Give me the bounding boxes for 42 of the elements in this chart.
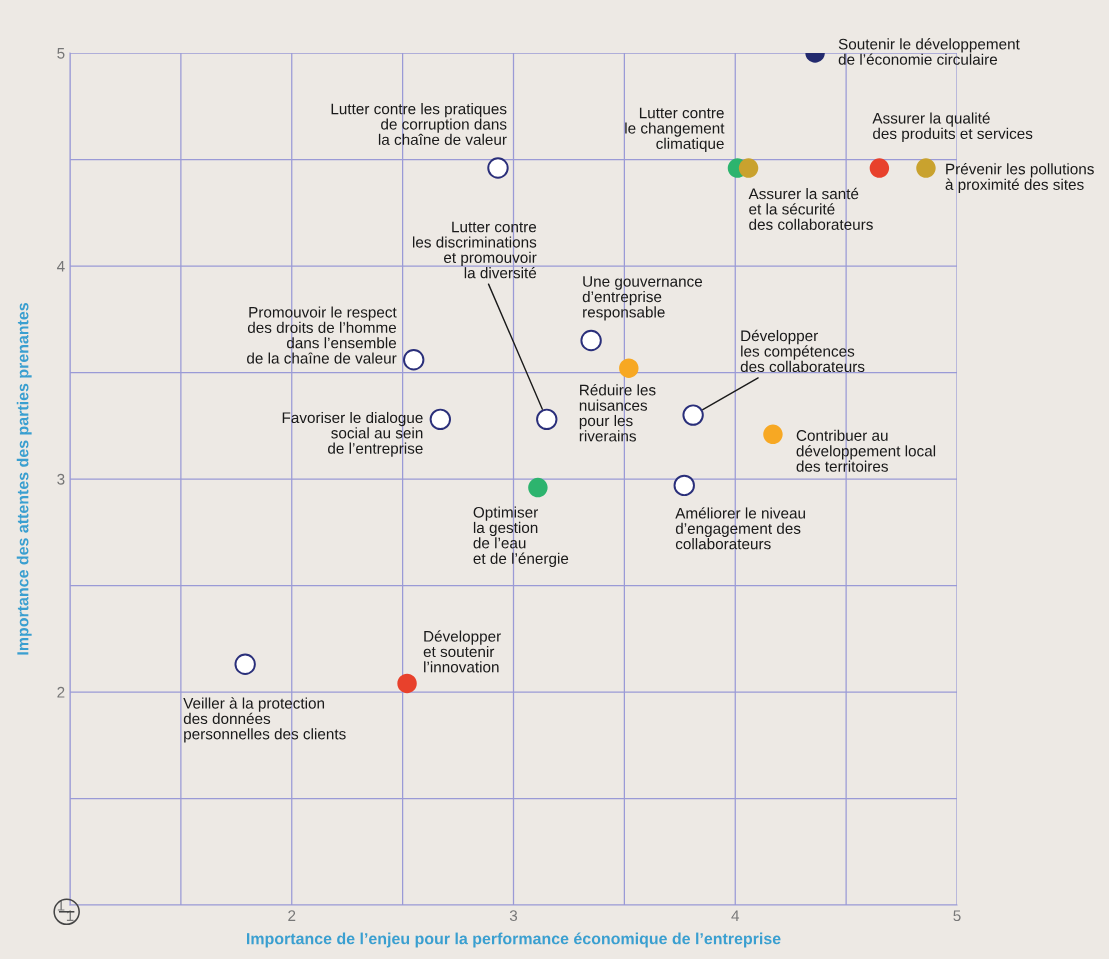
y-axis-title: Importance des attentes des parties prenantes	[16, 303, 32, 655]
point	[869, 158, 890, 178]
data-label: Lutter contre les pratiques de corruption dans la chaîne de valeur	[331, 103, 507, 145]
data-label: Favoriser le dialogue social au sein de l’entreprise	[282, 411, 423, 457]
point	[403, 349, 425, 371]
data-label: Améliorer le niveau d’engagement des collaborateurs	[675, 507, 805, 550]
data-label: Développer les compétences des collaborateurs	[740, 329, 865, 373]
x-tick-label: 3	[509, 910, 518, 922]
point	[673, 474, 695, 497]
point	[536, 408, 558, 431]
point	[397, 673, 417, 694]
point	[619, 358, 639, 378]
y-tick-label: 2	[57, 686, 65, 698]
y-tick-label: 5	[57, 48, 65, 59]
data-label: Contribuer au développement local des territoires	[796, 429, 936, 472]
data-label: Développer et soutenir l’innovation	[423, 630, 501, 673]
point	[738, 158, 759, 178]
point	[528, 477, 548, 498]
data-label: Assurer la qualité des produits et services	[872, 112, 1033, 143]
data-label: Une gouvernance d’entreprise responsable	[582, 276, 703, 321]
data-label: Lutter contre les discriminations et promouvoir la diversité	[412, 221, 537, 279]
x-axis-title: Importance de l’enjeu pour la performance économique de l’entreprise	[246, 932, 781, 948]
data-label: Réduire les nuisances pour les riverains	[579, 384, 656, 442]
point	[916, 158, 936, 178]
x-tick-label: 5	[953, 910, 961, 922]
data-label: Assurer la santé et la sécurité des collaborateurs	[748, 187, 873, 230]
point	[682, 404, 704, 426]
data-label: Lutter contre le changement climatique	[625, 107, 725, 153]
data-label: Promouvoir le respect des droits de l’homme dans l’ensemble de la chaîne de valeur	[247, 306, 397, 364]
point	[763, 424, 783, 444]
y-tick-label: 3	[57, 473, 65, 485]
x-tick-label: 4	[731, 910, 740, 921]
data-label: Veiller à la protection des données personnelles des clients	[183, 697, 346, 743]
y-tick-label: 4	[56, 261, 65, 272]
data-label: Soutenir le développement de l’économie circulaire	[838, 38, 1020, 65]
x-tick-label: 2	[288, 910, 296, 921]
data-label: Optimiser la gestion de l’eau et de l’énergie	[473, 506, 569, 568]
point	[487, 157, 509, 179]
point	[580, 329, 602, 352]
data-label: Prévenir les pollutions à proximité des sites	[945, 163, 1094, 193]
point	[429, 408, 452, 431]
point	[234, 653, 256, 675]
